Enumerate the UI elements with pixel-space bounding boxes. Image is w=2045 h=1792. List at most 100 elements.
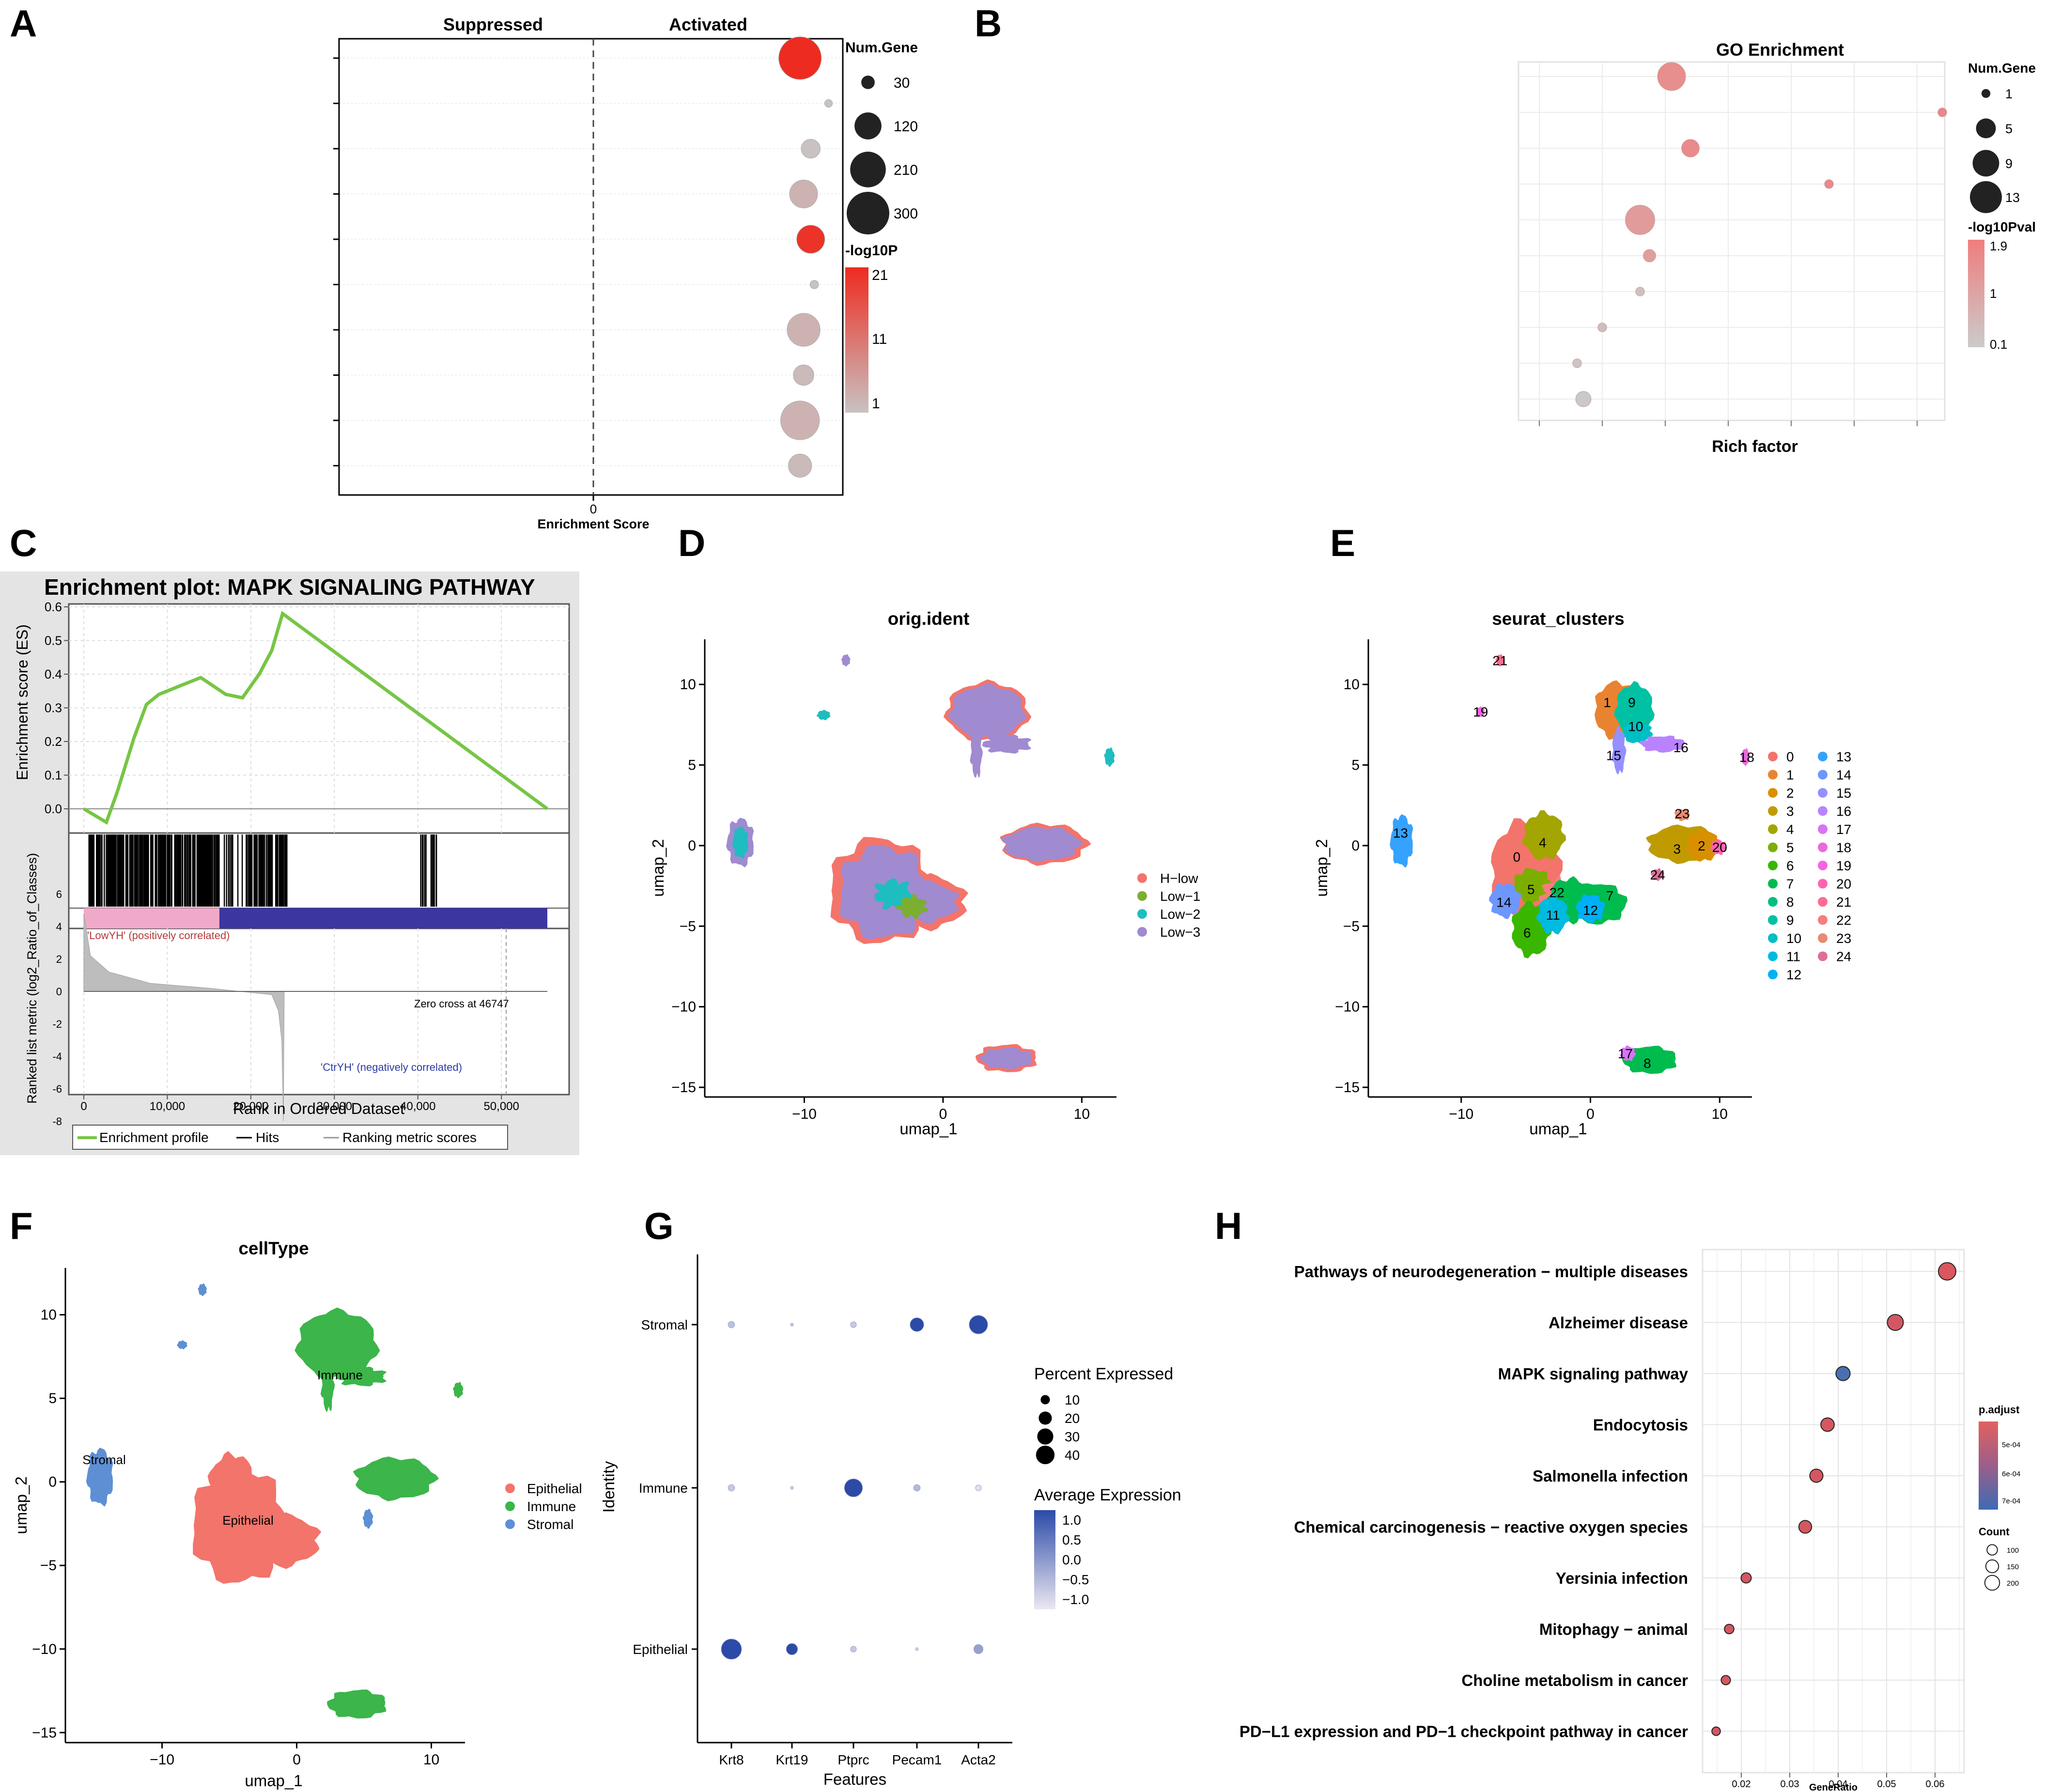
c-ytick-label: 0.1 <box>45 768 62 783</box>
g-avg-tick-label: 0.5 <box>1062 1532 1081 1547</box>
h-category-label: Mitophagy − animal <box>1539 1621 1688 1638</box>
b-point <box>1635 287 1645 296</box>
b-point <box>1597 323 1607 332</box>
b-point <box>1572 358 1582 368</box>
f-label-stromal: Stromal <box>82 1452 126 1467</box>
f-xlabel: umap_1 <box>245 1772 302 1790</box>
e-cluster-blob <box>1710 839 1726 855</box>
c-es-curve <box>83 611 549 825</box>
b-size-legend-dot <box>1970 181 2002 213</box>
e-cluster-blob <box>1522 810 1566 860</box>
g-xtick-label: Krt19 <box>776 1752 808 1767</box>
g-point <box>969 1315 988 1334</box>
g-pct-legend-label: 40 <box>1065 1448 1080 1463</box>
d-cluster-blob <box>817 710 831 720</box>
c-zero-cross: Zero cross at 46747 <box>414 998 509 1010</box>
a-size-legend-label: 210 <box>894 162 918 178</box>
e-legend-label: 6 <box>1786 858 1794 873</box>
h-point <box>1835 1366 1851 1381</box>
a-size-legend-label: 30 <box>894 75 910 91</box>
c-metric-tick-label: -8 <box>52 1115 62 1128</box>
a-size-legend-dot <box>861 76 875 89</box>
g-ytick-label: Immune <box>639 1481 688 1496</box>
e-cluster-label: 23 <box>1674 806 1689 821</box>
e-legend-swatch <box>1768 970 1778 979</box>
e-cluster-blob <box>1741 748 1750 766</box>
e-legend-swatch <box>1768 915 1778 925</box>
h-xlabel: GeneRatio <box>1809 1782 1858 1792</box>
e-cluster-blob <box>1639 735 1685 753</box>
d-ytick-label: 0 <box>688 838 696 854</box>
e-legend-swatch <box>1768 951 1778 961</box>
e-title: seurat_clusters <box>1492 609 1625 629</box>
e-cluster-blob <box>1495 654 1504 666</box>
panel-letter-h: H <box>1215 1205 1242 1247</box>
e-legend-swatch <box>1818 842 1828 852</box>
a-size-legend-dot <box>847 192 889 234</box>
e-legend-label: 10 <box>1786 931 1801 946</box>
f-cluster-blob <box>353 1456 439 1501</box>
d-legend-label: H−low <box>1160 871 1198 886</box>
h-colorbar-tick: 6e-04 <box>2002 1470 2020 1478</box>
a-xtick-0: 0 <box>590 502 597 516</box>
f-ytick-label: −5 <box>40 1558 57 1574</box>
e-legend-swatch <box>1818 824 1828 834</box>
e-cluster-label: 19 <box>1473 705 1488 720</box>
e-cluster-label: 24 <box>1650 867 1665 882</box>
h-xtick-label: 0.05 <box>1877 1779 1896 1790</box>
e-legend-swatch <box>1818 915 1828 925</box>
a-point <box>787 313 821 347</box>
g-pct-legend-dot <box>1037 1428 1053 1445</box>
f-cluster-blob <box>336 1366 387 1387</box>
d-legend-swatch <box>1137 873 1147 883</box>
f-legend-swatch <box>505 1501 515 1511</box>
h-category-label: Alzheimer disease <box>1549 1314 1688 1332</box>
a-colorbar-tick: 21 <box>872 267 888 283</box>
h-point <box>1711 1726 1721 1736</box>
g-pct-title: Percent Expressed <box>1034 1365 1173 1383</box>
panel-letter-g: G <box>644 1205 674 1247</box>
g-point <box>728 1484 735 1492</box>
c-ylabel-metric: Ranked list metric (log2_Ratio_of_Classe… <box>25 853 39 1104</box>
g-point <box>728 1321 735 1329</box>
e-legend-label: 20 <box>1836 877 1851 892</box>
a-point <box>793 364 814 386</box>
g-ytick-label: Stromal <box>641 1317 688 1332</box>
f-cluster-blob <box>234 1512 321 1569</box>
e-cluster-label: 16 <box>1673 740 1689 755</box>
h-point <box>1740 1572 1752 1584</box>
e-legend-label: 23 <box>1836 931 1851 946</box>
e-legend-swatch <box>1768 752 1778 761</box>
c-ytick-label: 0.4 <box>45 667 62 681</box>
e-ytick-label: 5 <box>1351 757 1360 773</box>
a-color-legend-title: -log10P <box>845 243 898 259</box>
g-pct-legend-label: 20 <box>1065 1411 1080 1426</box>
d-cluster-blob <box>948 683 1027 739</box>
e-cluster-label: 3 <box>1673 842 1681 857</box>
h-xtick-label: 0.02 <box>1732 1779 1751 1790</box>
panel-h-dotplot: Pathways of neurodegeneration − multiple… <box>1239 1249 2020 1792</box>
g-point <box>850 1646 857 1653</box>
e-cluster-label: 14 <box>1496 895 1511 910</box>
f-cluster-blob <box>327 1689 387 1719</box>
d-title: orig.ident <box>888 609 970 629</box>
e-legend-label: 1 <box>1786 768 1794 783</box>
b-colorbar-tick: 0.1 <box>1990 337 2007 352</box>
e-cluster-label: 6 <box>1523 926 1531 941</box>
d-ytick-label: −10 <box>671 999 696 1015</box>
c-xlabel: Rank in Ordered Dataset <box>233 1100 404 1117</box>
panel-letter-b: B <box>975 2 1002 45</box>
e-legend-swatch <box>1818 897 1828 907</box>
b-point <box>1625 205 1655 235</box>
e-cluster-label: 18 <box>1739 750 1754 765</box>
d-cluster-blob <box>982 734 1031 754</box>
e-cluster-label: 21 <box>1492 653 1507 668</box>
e-legend-swatch <box>1818 806 1828 816</box>
a-point <box>788 453 812 478</box>
b-size-legend-label: 5 <box>2005 122 2013 136</box>
d-legend-label: Low−3 <box>1160 925 1200 940</box>
f-ytick-label: 10 <box>41 1307 57 1323</box>
g-xtick-label: Ptprc <box>837 1752 869 1767</box>
b-colorbar-tick: 1 <box>1990 286 1997 301</box>
